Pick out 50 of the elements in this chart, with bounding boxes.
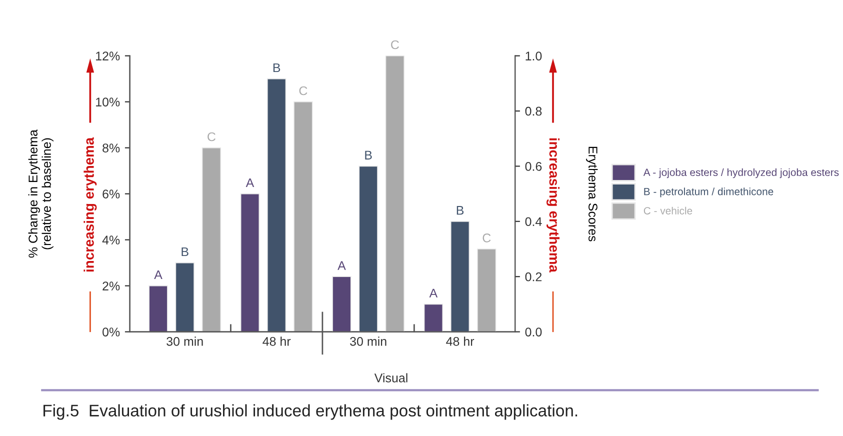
- data-label: C: [482, 234, 491, 242]
- x-tick-label: 48 hr: [446, 336, 474, 346]
- bar: [148, 285, 168, 332]
- data-label: C: [299, 86, 308, 96]
- x-tick-label: 30 min: [350, 336, 386, 346]
- bar: [202, 147, 222, 332]
- bar: [424, 304, 444, 332]
- y-tick-label: 0%: [102, 328, 120, 336]
- bar: [477, 248, 496, 332]
- y2-axis-title: Erythema Scores: [586, 146, 598, 242]
- y2-tick-label: 1.0: [526, 52, 542, 60]
- y-tick-label: 8%: [102, 144, 120, 152]
- data-label: B: [182, 247, 188, 256]
- data-label: C: [208, 132, 216, 142]
- y2-tick-label: 0.6: [525, 162, 542, 171]
- bar: [240, 193, 260, 332]
- data-label: A: [246, 178, 254, 188]
- x-tick-label: 48 hr: [262, 336, 291, 346]
- y-tick-label: 2%: [102, 282, 120, 290]
- bar: [385, 56, 405, 332]
- bar: [358, 166, 378, 332]
- bar: [332, 276, 352, 332]
- y2-tick-label: 0.2: [525, 272, 542, 282]
- y-tick-label: 12%: [96, 52, 120, 60]
- bar: [266, 78, 286, 332]
- y2-tick-label: 0.4: [525, 217, 542, 226]
- legend-label: C - vehicle: [644, 206, 692, 214]
- text: increasing erythema: [546, 138, 560, 273]
- data-label: B: [456, 206, 464, 215]
- bar: [175, 262, 194, 332]
- legend-label: A - jojoba esters / hydrolyzed jojoba esters: [643, 168, 839, 178]
- data-label: C: [391, 40, 399, 50]
- text: increasing erythema: [84, 137, 97, 272]
- y-axis-title: % Change in Erythema (relative to baseline): [28, 130, 54, 258]
- data-label: A: [154, 270, 162, 280]
- data-label: A: [429, 288, 438, 298]
- data-label: B: [273, 63, 280, 72]
- x-tick-label: 30 min: [166, 336, 203, 346]
- y-tick-label: 6%: [102, 190, 120, 198]
- caption: Fig.5 Evaluation of urushiol induced erythema post ointment application.: [44, 404, 578, 420]
- y-tick-label: 4%: [102, 236, 120, 244]
- y2-tick-label: 0.0: [525, 328, 542, 336]
- data-label: A: [338, 261, 346, 270]
- y2-tick-label: 0.8: [525, 106, 542, 116]
- text: Visual: [374, 373, 408, 382]
- legend-label: B - petrolatum / dimethicone: [644, 188, 774, 198]
- y-tick-label: 10%: [96, 98, 120, 106]
- bar: [450, 220, 470, 332]
- bar: [294, 101, 313, 332]
- data-label: B: [365, 150, 372, 160]
